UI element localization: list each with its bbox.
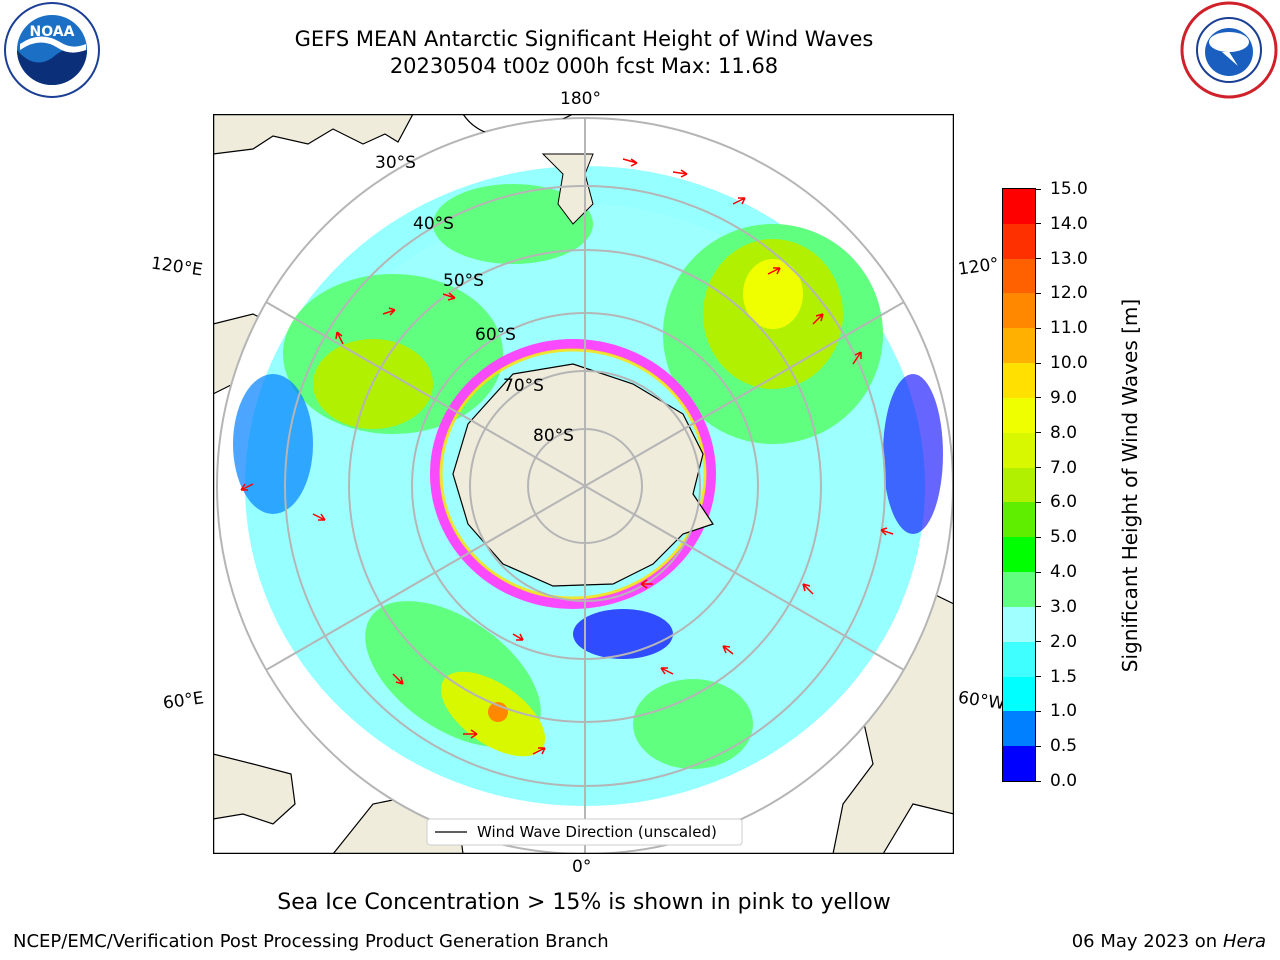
colorbar-tick-label: 9.0 (1050, 387, 1078, 408)
colorbar-segment (1003, 258, 1035, 294)
colorbar-tick-label: 13.0 (1050, 248, 1088, 269)
caption: Sea Ice Concentration > 15% is shown in … (277, 890, 891, 915)
colorbar-tick-label: 4.0 (1050, 562, 1078, 583)
colorbar-tick-label: 14.0 (1050, 213, 1088, 234)
colorbar-tick-label: 7.0 (1050, 457, 1078, 478)
footer-date: 06 May 2023 on Hera (1071, 931, 1266, 952)
colorbar-tick: 5.0 (1035, 527, 1077, 547)
noaa-logo: NOAA (4, 2, 100, 98)
antarctica (452, 363, 714, 587)
colorbar-tick: 0.0 (1035, 771, 1077, 791)
lon-label-60e: 60°E (161, 688, 206, 714)
colorbar-tick-label: 1.0 (1050, 701, 1078, 722)
colorbar-tick-label: 12.0 (1050, 283, 1088, 304)
colorbar-segment (1003, 502, 1035, 538)
colorbar-segment (1003, 328, 1035, 364)
lon-label-120w: 120° (956, 254, 1001, 280)
colorbar-tick: 14.0 (1035, 214, 1088, 234)
colorbar-segment (1003, 293, 1035, 329)
map-legend: Wind Wave Direction (unscaled) (426, 818, 743, 846)
colorbar-segment (1003, 467, 1035, 503)
colorbar-segment (1003, 746, 1035, 781)
colorbar-tick: 4.0 (1035, 562, 1077, 582)
colorbar-tick: 15.0 (1035, 179, 1088, 199)
colorbar-tick: 3.0 (1035, 597, 1077, 617)
colorbar (1002, 188, 1036, 782)
colorbar-segment (1003, 711, 1035, 747)
colorbar-segment (1003, 641, 1035, 677)
colorbar-tick-label: 8.0 (1050, 422, 1078, 443)
lon-label-0: 0° (572, 857, 592, 877)
lon-label-180: 180° (560, 89, 601, 109)
colorbar-tick: 0.5 (1035, 736, 1077, 756)
colorbar-tick-label: 3.0 (1050, 596, 1078, 617)
colorbar-segment (1003, 432, 1035, 468)
wind-wave-direction-arrows (240, 158, 894, 755)
colorbar-tick: 8.0 (1035, 423, 1077, 443)
colorbar-ticks: 0.0 0.5 1.0 1.5 2.0 3.0 4.0 5.0 6.0 7.0 8.0 9.0 10.0… (1035, 179, 1115, 791)
colorbar-tick-label: 1.5 (1050, 666, 1078, 687)
colorbar-tick-label: 10.0 (1050, 353, 1088, 374)
colorbar-tick: 2.0 (1035, 632, 1077, 652)
colorbar-segment (1003, 223, 1035, 259)
colorbar-segment (1003, 572, 1035, 607)
colorbar-segment (1003, 537, 1035, 573)
chart-subtitle: 20230504 t00z 000h fcst Max: 11.68 (389, 54, 779, 78)
colorbar-tick-label: 2.0 (1050, 631, 1078, 652)
colorbar-tick-label: 6.0 (1050, 492, 1078, 513)
colorbar-segment (1003, 363, 1035, 398)
map-panel: 30°S 40°S 50°S 60°S 70°S 80°S Wind Wave … (213, 114, 954, 854)
colorbar-tick-label: 0.0 (1050, 771, 1078, 791)
lat-label-60: 60°S (475, 325, 516, 345)
colorbar-tick: 13.0 (1035, 249, 1088, 269)
colorbar-tick: 10.0 (1035, 353, 1088, 373)
colorbar-segment (1003, 676, 1035, 712)
colorbar-tick: 7.0 (1035, 458, 1077, 478)
lon-label-60w: 60°W (956, 687, 1007, 715)
colorbar-tick: 9.0 (1035, 388, 1077, 408)
lat-label-50: 50°S (443, 271, 484, 291)
colorbar-label: Significant Height of Wind Waves [m] (1118, 298, 1143, 672)
footer-host: Hera (1222, 931, 1266, 952)
colorbar-tick: 11.0 (1035, 318, 1088, 338)
colorbar-tick: 1.0 (1035, 701, 1077, 721)
colorbar-segment (1003, 397, 1035, 433)
lon-label-120e: 120°E (149, 253, 204, 281)
colorbar-tick-label: 5.0 (1050, 527, 1078, 548)
lat-label-30: 30°S (375, 153, 416, 173)
colorbar-tick: 6.0 (1035, 492, 1077, 512)
map-labels: 30°S 40°S 50°S 60°S 70°S 80°S (375, 153, 574, 446)
colorbar-segment (1003, 188, 1035, 224)
colorbar-tick-label: 11.0 (1050, 318, 1088, 339)
colorbar-tick: 1.5 (1035, 667, 1077, 687)
colorbar-tick-label: 0.5 (1050, 736, 1078, 757)
lat-label-70: 70°S (503, 376, 544, 396)
lat-label-40: 40°S (413, 214, 454, 234)
legend-text: Wind Wave Direction (unscaled) (477, 823, 717, 841)
svg-text:NOAA: NOAA (30, 24, 75, 40)
colorbar-segment (1003, 606, 1035, 642)
lat-label-80: 80°S (533, 426, 574, 446)
chart-title: GEFS MEAN Antarctic Significant Height o… (294, 27, 874, 51)
colorbar-tick-label: 15.0 (1050, 179, 1088, 199)
colorbar-tick: 12.0 (1035, 283, 1088, 303)
footer-credit: NCEP/EMC/Verification Post Processing Pr… (13, 931, 609, 952)
nws-logo (1180, 1, 1278, 99)
